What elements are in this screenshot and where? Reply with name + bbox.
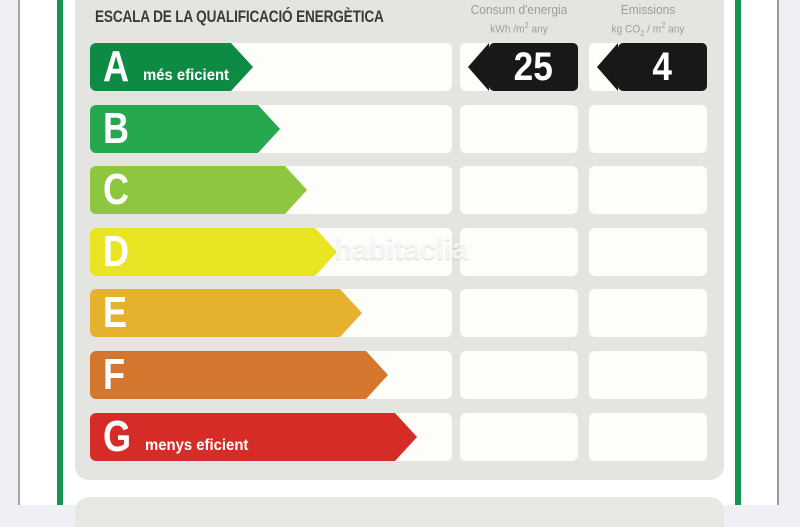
rating-row-c: C	[90, 165, 707, 215]
consum-value: 25	[513, 45, 554, 89]
emissions-cell-d	[589, 227, 707, 276]
certificate-border-right	[735, 0, 741, 505]
rating-track-f: F	[90, 349, 452, 399]
rating-row-f: F	[90, 349, 707, 399]
consum-cell-c	[460, 166, 578, 215]
rating-letter-a: A	[103, 42, 129, 91]
emissions-cell-a: 4	[589, 43, 707, 91]
consum-cell-e	[460, 289, 578, 338]
consum-cell-f	[460, 350, 578, 399]
rating-letter-e: E	[103, 288, 127, 338]
emissions-cell-g	[589, 412, 707, 461]
consum-cell-a: 25	[460, 43, 578, 91]
consum-cell-d	[460, 227, 578, 276]
consum-header-title: Consum d'energia	[470, 2, 568, 17]
rating-row-g: G menys eficient	[90, 411, 707, 461]
rating-track-g: G menys eficient	[90, 411, 452, 461]
rating-track-c: C	[90, 165, 452, 215]
emissions-column-header: Emissions kg CO2 / m2 any	[589, 3, 707, 40]
emissions-indicator-arrow: 4	[597, 43, 707, 91]
consum-cell-b	[460, 104, 578, 153]
rating-bar-e: E	[90, 288, 362, 338]
rating-letter-g: G	[103, 411, 131, 461]
energy-scale-panel: ESCALA DE LA QUALIFICACIÓ ENERGÈTICA Con…	[75, 0, 724, 480]
emissions-cell-c	[589, 166, 707, 215]
rating-track-d: D	[90, 226, 452, 276]
rating-bar-f: F	[90, 349, 388, 399]
rating-bar-g: G menys eficient	[90, 411, 417, 461]
consum-cell-g	[460, 412, 578, 461]
rating-row-e: E	[90, 288, 707, 338]
rating-letter-b: B	[103, 103, 129, 153]
rating-row-d: D	[90, 226, 707, 276]
scale-title: ESCALA DE LA QUALIFICACIÓ ENERGÈTICA	[95, 7, 384, 26]
next-section-panel	[75, 497, 724, 527]
consum-indicator-arrow: 25	[468, 43, 578, 91]
rating-letter-d: D	[103, 226, 129, 276]
rating-bar-a: A més eficient	[90, 42, 253, 91]
emissions-cell-e	[589, 289, 707, 338]
rating-track-e: E	[90, 288, 452, 338]
rating-track-b: B	[90, 103, 452, 153]
rating-row-b: B	[90, 103, 707, 153]
emissions-value: 4	[652, 45, 673, 89]
rating-label-a: més eficient	[142, 67, 229, 84]
consum-header-unit: kWh /m2 any	[490, 21, 548, 36]
rating-row-a: A més eficient 25 4	[90, 43, 707, 91]
watermark: habitaclia	[334, 233, 468, 266]
emissions-header-title: Emissions	[620, 2, 676, 17]
rating-bar-b: B	[90, 103, 280, 153]
rating-bar-d: D	[90, 226, 337, 276]
emissions-header-unit: kg CO2 / m2 any	[611, 21, 685, 38]
rating-rows: A més eficient 25 4 B C	[90, 43, 707, 461]
certificate-border-left	[57, 0, 63, 505]
emissions-cell-f	[589, 350, 707, 399]
rating-label-g: menys eficient	[145, 436, 249, 454]
emissions-cell-b	[589, 104, 707, 153]
rating-letter-c: C	[103, 165, 129, 215]
rating-track-a: A més eficient	[90, 43, 452, 91]
rating-bar-c: C	[90, 165, 307, 215]
consum-column-header: Consum d'energia kWh /m2 any	[460, 3, 578, 36]
rating-letter-f: F	[103, 349, 125, 399]
